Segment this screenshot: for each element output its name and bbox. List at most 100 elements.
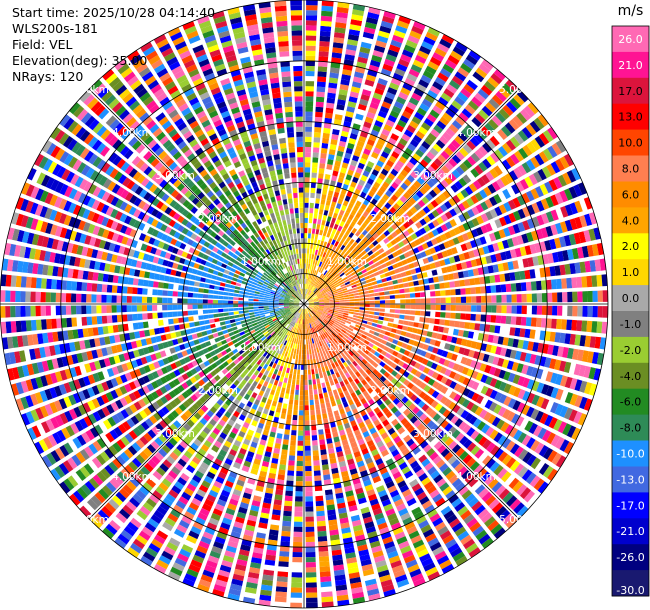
gate-cell xyxy=(305,81,315,87)
gate-cell xyxy=(333,191,340,198)
gate-cell xyxy=(461,200,471,210)
gate-cell xyxy=(518,147,529,159)
gate-cell xyxy=(415,304,421,310)
gate-cell xyxy=(324,301,330,303)
gate-cell xyxy=(477,129,488,140)
gate-cell xyxy=(357,262,364,268)
gate-cell xyxy=(304,192,310,198)
gate-cell xyxy=(387,137,397,146)
gate-cell xyxy=(449,208,457,217)
gate-cell xyxy=(377,110,388,119)
gate-cell xyxy=(355,244,361,250)
gate-cell xyxy=(311,286,315,292)
gate-cell xyxy=(342,69,352,76)
gate-cell xyxy=(394,101,404,110)
gate-cell xyxy=(317,66,328,72)
gate-cell xyxy=(307,296,311,301)
gate-cell xyxy=(422,257,429,264)
gate-cell xyxy=(496,178,505,189)
gate-cell xyxy=(385,189,393,198)
gate-cell xyxy=(512,260,519,270)
gate-cell xyxy=(467,269,474,277)
gate-cell xyxy=(308,284,312,290)
gate-cell xyxy=(367,250,374,256)
gate-cell xyxy=(468,250,475,259)
gate-cell xyxy=(379,233,387,240)
gate-cell xyxy=(312,249,316,255)
gate-cell xyxy=(310,292,315,297)
gate-cell xyxy=(304,207,309,213)
gate-cell xyxy=(326,280,332,285)
gate-cell xyxy=(306,0,318,6)
gate-cell xyxy=(339,172,346,179)
gate-cell xyxy=(355,200,362,208)
gate-cell xyxy=(495,90,507,102)
gate-cell xyxy=(333,32,345,39)
gate-cell xyxy=(505,79,518,92)
gate-cell xyxy=(410,298,416,304)
gate-cell xyxy=(390,239,398,246)
gate-cell xyxy=(507,199,517,210)
gate-cell xyxy=(429,189,438,198)
gate-cell xyxy=(394,294,401,299)
gate-cell xyxy=(307,295,311,300)
gate-cell xyxy=(326,102,335,109)
gate-cell xyxy=(320,20,332,27)
gate-cell xyxy=(316,255,320,261)
gate-cell xyxy=(400,299,406,304)
gate-cell xyxy=(393,164,402,173)
gate-cell xyxy=(474,164,484,175)
gate-cell xyxy=(305,294,308,300)
gate-cell xyxy=(392,72,404,82)
gate-cell xyxy=(471,96,483,107)
gate-cell xyxy=(489,232,497,242)
gate-cell xyxy=(395,304,401,309)
gate-cell xyxy=(545,211,554,223)
gate-cell xyxy=(521,127,533,139)
gate-cell xyxy=(439,282,445,289)
gate-cell xyxy=(313,264,317,271)
gate-cell xyxy=(522,206,531,218)
gate-cell xyxy=(336,203,342,210)
gate-cell xyxy=(323,276,328,282)
gate-cell xyxy=(304,293,305,299)
gate-cell xyxy=(396,261,404,267)
gate-cell xyxy=(368,190,375,198)
gate-cell xyxy=(480,286,487,294)
gate-cell xyxy=(419,186,428,195)
gate-cell xyxy=(305,50,316,56)
gate-cell xyxy=(536,200,545,212)
gate-cell xyxy=(324,225,329,232)
gate-cell xyxy=(322,137,329,144)
gate-cell xyxy=(368,64,380,73)
gate-cell xyxy=(351,271,357,276)
gate-cell xyxy=(305,25,317,31)
gate-cell xyxy=(358,135,367,143)
gate-cell xyxy=(322,252,327,258)
gate-cell xyxy=(321,142,329,149)
gate-cell xyxy=(314,249,318,255)
gate-cell xyxy=(512,223,521,234)
gate-cell xyxy=(458,253,466,261)
gate-cell xyxy=(410,268,417,275)
gate-cell xyxy=(374,87,385,96)
gate-cell xyxy=(413,203,422,211)
gate-cell xyxy=(378,172,386,181)
gate-cell xyxy=(475,67,488,79)
gate-cell xyxy=(374,304,380,308)
gate-cell xyxy=(458,213,466,223)
gate-cell xyxy=(470,152,481,163)
gate-cell xyxy=(339,272,345,277)
gate-cell xyxy=(316,266,321,272)
gate-cell xyxy=(519,246,527,257)
gate-cell xyxy=(340,79,350,86)
gate-cell xyxy=(358,226,365,233)
gate-cell xyxy=(347,101,357,108)
gate-cell xyxy=(344,299,350,302)
gate-cell xyxy=(318,61,328,67)
gate-cell xyxy=(597,290,603,302)
gate-cell xyxy=(304,187,310,193)
gate-cell xyxy=(418,126,428,136)
gate-cell xyxy=(360,94,370,102)
gate-cell xyxy=(333,119,342,126)
